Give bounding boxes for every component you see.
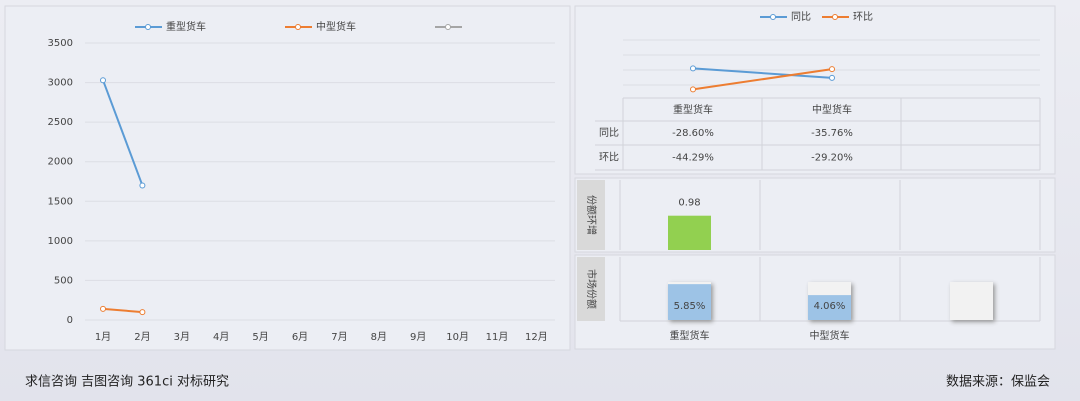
marker	[100, 305, 106, 312]
x-tick-label: 5月	[252, 331, 268, 343]
legend-label: 同比	[791, 11, 811, 23]
line	[102, 307, 143, 314]
legend-label: 中型货车	[316, 20, 356, 33]
table-header: 中型货车	[812, 103, 852, 116]
panel-label: 份额环增	[585, 195, 598, 235]
legend-marker	[145, 24, 151, 30]
line	[102, 79, 144, 186]
empty-bar	[950, 282, 993, 320]
x-tick-label: 7月	[331, 331, 347, 343]
bar	[668, 215, 711, 250]
x-tick-label: 12月	[525, 331, 548, 343]
marker	[100, 77, 106, 84]
table-lines	[595, 97, 1041, 322]
row-label: 环比	[599, 152, 619, 164]
footer-left: 求信咨询 吉图咨询 361ci 对标研究	[25, 375, 229, 390]
footer-right: 数据来源：保监会	[946, 375, 1050, 390]
x-tick-label: 3月	[174, 331, 190, 343]
legend-marker	[770, 14, 776, 20]
x-tick-label: 8月	[371, 331, 387, 343]
y-tick-label: 3500	[48, 38, 73, 49]
legend-marker	[832, 14, 838, 20]
marker	[829, 74, 835, 81]
x-tick-label: 9月	[410, 331, 426, 343]
y-tick-label: 1000	[48, 236, 73, 247]
panel	[574, 5, 1056, 175]
marker	[139, 309, 146, 316]
bar	[808, 295, 851, 320]
legend-empty	[435, 24, 462, 30]
y-tick-label: 500	[54, 275, 73, 286]
x-tick-label: 2月	[134, 331, 150, 343]
data-label: 0.98	[678, 198, 700, 209]
y-tick-label: 2500	[48, 117, 73, 128]
marker	[139, 182, 146, 189]
marker	[690, 65, 696, 72]
panel	[4, 5, 571, 351]
table-cell: -35.76%	[811, 128, 853, 139]
y-tick-label: 0	[67, 315, 73, 326]
table-cell: -29.20%	[811, 153, 853, 164]
x-tick-label: 1月	[95, 331, 111, 343]
data-label: 5.85%	[674, 301, 706, 312]
marker	[829, 66, 835, 73]
x-tick-label: 6月	[292, 331, 308, 343]
label-cell	[577, 180, 605, 250]
data-label: 4.06%	[814, 301, 846, 312]
legend-label: 环比	[853, 11, 873, 23]
legend-marker	[295, 24, 301, 30]
x-tick-label: 11月	[486, 331, 509, 343]
y-tick-label: 1500	[48, 196, 73, 207]
label-cell	[577, 257, 605, 321]
table-header: 重型货车	[673, 103, 713, 116]
table-cell: -44.29%	[672, 153, 714, 164]
legend-label: 重型货车	[166, 20, 206, 33]
panel	[574, 177, 1056, 253]
panel-label: 市场份额	[585, 269, 598, 309]
line	[692, 68, 833, 91]
y-tick-label: 2000	[48, 157, 73, 168]
y-tick-label: 3000	[48, 78, 73, 89]
x-tick-label: 4月	[213, 331, 229, 343]
row-label: 同比	[599, 127, 619, 139]
x-tick-label: 10月	[446, 331, 469, 343]
table-cell: -28.60%	[672, 128, 714, 139]
line	[692, 67, 833, 79]
marker	[690, 86, 696, 93]
x-tick-label: 重型货车	[670, 329, 710, 342]
x-tick-label: 中型货车	[810, 329, 850, 342]
bar	[668, 284, 711, 320]
